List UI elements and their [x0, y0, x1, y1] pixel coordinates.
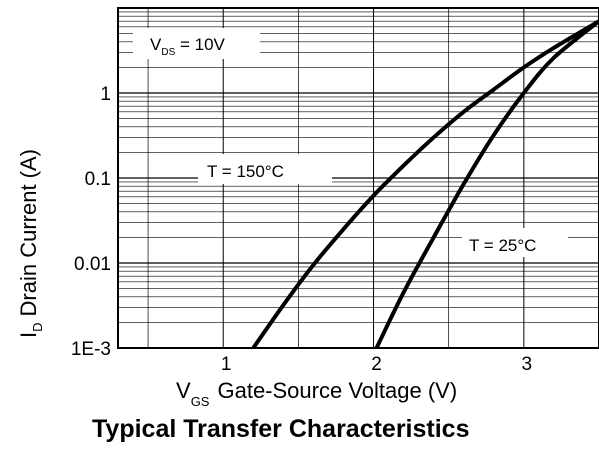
x-tick-label: 1: [221, 354, 232, 375]
series-line-0: [251, 19, 599, 350]
x-tick-label: 3: [522, 354, 533, 375]
annotation-150c-box: [198, 154, 332, 184]
annotation-vds-box: [133, 28, 260, 59]
y-axis-label: IDDrain Current (A): [16, 149, 45, 338]
y-tick-label: 1: [100, 84, 111, 105]
x-tick-labels: 1 2 3: [221, 354, 532, 375]
y-tick-label: 0.1: [85, 169, 111, 190]
annotation-vds: VDS = 10V: [150, 35, 226, 58]
y-tick-label: 0.01: [74, 254, 111, 275]
annotation-25c: T = 25°C: [469, 236, 536, 255]
y-tick-labels: 1 0.1 0.01 1E-3: [71, 84, 111, 360]
plot-frame: [117, 7, 599, 349]
curve-layer: [251, 19, 599, 350]
series-line-1: [374, 19, 599, 349]
annotation-150c: T = 150°C: [207, 162, 284, 181]
x-axis-label: VGS Gate-Source Voltage (V): [176, 378, 457, 409]
y-tick-label: 1E-3: [71, 339, 111, 360]
x-tick-label: 2: [371, 354, 382, 375]
annotation-25c-box: [462, 228, 568, 257]
chart-title: Typical Transfer Characteristics: [92, 415, 470, 443]
